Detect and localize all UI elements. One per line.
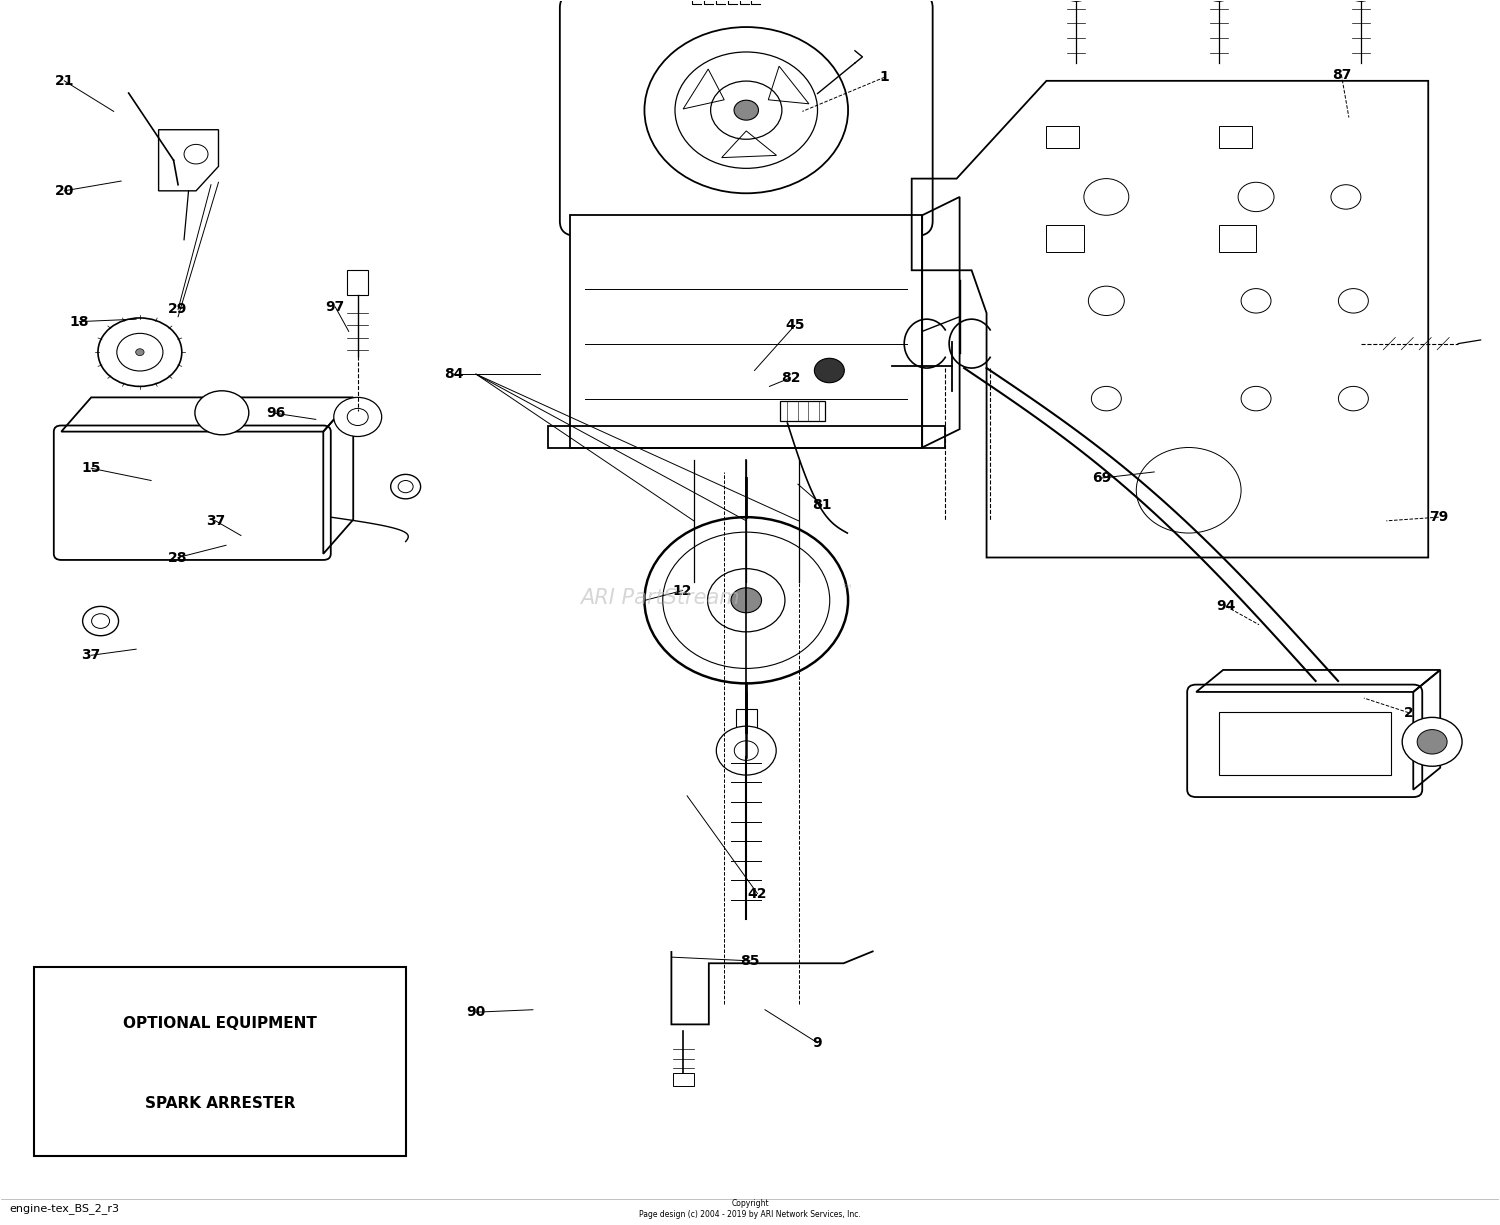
Circle shape: [1238, 183, 1274, 212]
Text: 81: 81: [812, 497, 831, 512]
Text: 2: 2: [1404, 706, 1413, 720]
Circle shape: [98, 318, 182, 386]
Circle shape: [645, 517, 848, 684]
Text: 1: 1: [880, 70, 890, 85]
Text: 42: 42: [747, 887, 766, 900]
Bar: [674, 1073, 694, 1085]
Text: 28: 28: [168, 550, 188, 565]
Circle shape: [645, 27, 848, 194]
Text: 18: 18: [69, 315, 88, 328]
Circle shape: [1346, 0, 1376, 1]
Circle shape: [663, 532, 830, 669]
Bar: [738, 582, 754, 599]
Circle shape: [1062, 0, 1092, 1]
Text: OPTIONAL EQUIPMENT: OPTIONAL EQUIPMENT: [123, 1017, 316, 1031]
Text: ™: ™: [840, 584, 852, 597]
Circle shape: [1240, 289, 1270, 314]
Text: 94: 94: [1216, 599, 1236, 614]
Bar: [736, 709, 756, 729]
Text: 97: 97: [326, 300, 345, 314]
Text: 69: 69: [1092, 472, 1112, 485]
Circle shape: [1418, 730, 1448, 755]
Circle shape: [1137, 447, 1240, 533]
Circle shape: [184, 145, 209, 164]
Circle shape: [1240, 386, 1270, 410]
Bar: [789, 582, 807, 599]
Circle shape: [390, 474, 420, 499]
Text: 20: 20: [54, 184, 74, 197]
FancyBboxPatch shape: [1186, 685, 1422, 797]
Circle shape: [1338, 289, 1368, 314]
Text: 9: 9: [813, 1035, 822, 1050]
Circle shape: [117, 333, 164, 371]
Text: 21: 21: [54, 74, 74, 88]
Circle shape: [717, 726, 776, 775]
Circle shape: [735, 741, 758, 761]
Text: ARI PartStream: ARI PartStream: [580, 588, 740, 608]
FancyBboxPatch shape: [560, 0, 933, 236]
Circle shape: [815, 358, 844, 382]
Text: 90: 90: [466, 1006, 486, 1019]
Circle shape: [92, 614, 110, 628]
Text: Copyright
Page design (c) 2004 - 2019 by ARI Network Services, Inc.: Copyright Page design (c) 2004 - 2019 by…: [639, 1199, 861, 1219]
Circle shape: [1330, 185, 1360, 209]
Circle shape: [346, 408, 368, 425]
Circle shape: [730, 588, 762, 612]
Circle shape: [708, 568, 785, 632]
Bar: [1218, 225, 1255, 252]
Text: 45: 45: [784, 318, 804, 332]
Circle shape: [734, 100, 759, 120]
Text: 37: 37: [81, 648, 100, 663]
Text: 85: 85: [741, 954, 759, 968]
Bar: [1218, 126, 1251, 148]
Bar: [780, 401, 825, 420]
Text: 82: 82: [780, 371, 800, 385]
Text: 84: 84: [444, 368, 464, 381]
Bar: [1047, 225, 1084, 252]
FancyBboxPatch shape: [54, 425, 332, 560]
Bar: [570, 216, 922, 447]
Bar: [686, 582, 703, 599]
Circle shape: [82, 606, 118, 636]
Text: 37: 37: [206, 513, 225, 528]
Text: 29: 29: [168, 303, 188, 316]
Bar: [1218, 712, 1390, 775]
Text: 12: 12: [674, 583, 693, 598]
Bar: [346, 271, 368, 295]
Circle shape: [1089, 287, 1125, 316]
Circle shape: [135, 349, 144, 355]
Text: 87: 87: [1332, 67, 1352, 82]
Text: engine-tex_BS_2_r3: engine-tex_BS_2_r3: [9, 1203, 118, 1214]
Circle shape: [675, 51, 818, 168]
Circle shape: [1402, 718, 1462, 767]
Text: 79: 79: [1430, 510, 1449, 524]
Circle shape: [1084, 179, 1130, 216]
Text: 15: 15: [81, 462, 100, 475]
Bar: [34, 967, 405, 1156]
Circle shape: [195, 391, 249, 435]
Bar: [1047, 126, 1080, 148]
Circle shape: [334, 397, 381, 436]
Circle shape: [398, 480, 412, 492]
Circle shape: [1092, 386, 1122, 410]
Circle shape: [1338, 386, 1368, 410]
Circle shape: [1203, 0, 1233, 1]
Text: 96: 96: [266, 407, 285, 420]
Circle shape: [711, 81, 782, 140]
Text: SPARK ARRESTER: SPARK ARRESTER: [144, 1096, 296, 1111]
